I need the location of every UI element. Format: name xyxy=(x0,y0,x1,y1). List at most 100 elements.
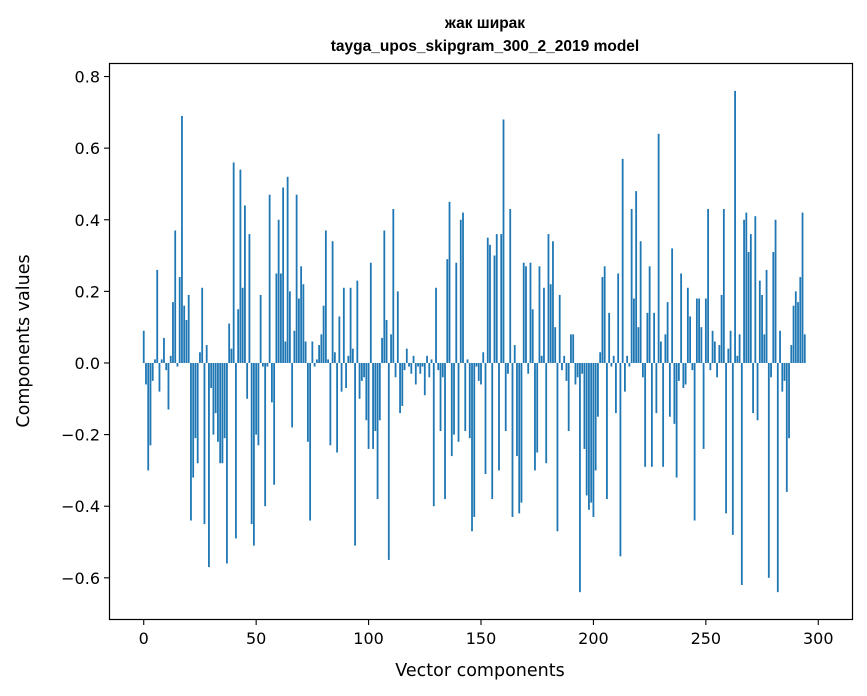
x-tick-label: 150 xyxy=(466,629,497,648)
bar-component-131 xyxy=(437,362,440,371)
bar-component-78 xyxy=(318,345,321,363)
bar-component-73 xyxy=(306,362,309,442)
bar-component-165 xyxy=(513,345,516,363)
bar-component-272 xyxy=(754,216,757,363)
bar-component-219 xyxy=(635,191,638,363)
bar-component-167 xyxy=(518,362,521,514)
bar-component-46 xyxy=(246,362,249,399)
bar-component-41 xyxy=(235,362,237,539)
bar-component-185 xyxy=(558,294,561,363)
bar-component-138 xyxy=(453,362,455,435)
bar-component-3 xyxy=(149,362,152,446)
bar-component-57 xyxy=(270,362,273,403)
bar-component-259 xyxy=(725,362,727,514)
bar-component-156 xyxy=(493,255,496,363)
bar-component-90 xyxy=(345,362,347,389)
bar-component-169 xyxy=(522,262,525,363)
bar-component-2 xyxy=(147,362,150,471)
bar-component-166 xyxy=(516,362,518,457)
bar-component-122 xyxy=(417,362,419,367)
bar-component-30 xyxy=(210,362,213,389)
bar-component-251 xyxy=(707,209,709,363)
y-tick-label: 0.0 xyxy=(75,354,100,373)
bar-component-187 xyxy=(563,355,566,363)
bar-component-43 xyxy=(239,169,242,363)
bar-component-221 xyxy=(639,241,642,363)
bar-component-179 xyxy=(545,362,548,464)
bar-component-231 xyxy=(662,362,665,467)
bar-component-280 xyxy=(772,251,775,363)
bar-component-64 xyxy=(286,176,289,363)
bar-component-82 xyxy=(327,359,329,363)
y-tick-label: 0.6 xyxy=(75,139,100,158)
bar-component-65 xyxy=(288,291,291,363)
bar-component-291 xyxy=(797,302,799,363)
bar-component-18 xyxy=(183,305,186,363)
bar-component-132 xyxy=(439,362,442,432)
bar-component-246 xyxy=(695,298,698,363)
bar-component-92 xyxy=(349,287,352,363)
bar-component-48 xyxy=(250,362,253,525)
bar-component-110 xyxy=(390,334,392,363)
bar-component-282 xyxy=(776,362,779,593)
bar-component-200 xyxy=(592,362,595,517)
bar-component-109 xyxy=(387,362,390,560)
bar-component-10 xyxy=(165,362,168,371)
bar-component-281 xyxy=(774,219,777,363)
bar-component-20 xyxy=(187,294,190,363)
bar-component-126 xyxy=(426,355,428,363)
bar-component-70 xyxy=(300,266,303,363)
bar-component-266 xyxy=(740,362,743,585)
bar-component-234 xyxy=(668,362,671,417)
bar-component-40 xyxy=(232,162,235,363)
bar-component-290 xyxy=(794,291,797,363)
bar-component-127 xyxy=(428,362,431,378)
bar-component-182 xyxy=(552,241,554,363)
bar-component-75 xyxy=(311,341,314,363)
bar-component-143 xyxy=(464,362,467,432)
bar-component-238 xyxy=(677,362,680,381)
bar-component-47 xyxy=(248,234,251,363)
bar-component-71 xyxy=(302,284,305,363)
bar-component-208 xyxy=(610,362,613,367)
bar-component-139 xyxy=(455,262,458,363)
bar-component-273 xyxy=(756,362,759,421)
bar-component-197 xyxy=(585,362,588,496)
bar-component-175 xyxy=(536,362,539,453)
bar-component-120 xyxy=(412,355,415,363)
bar-component-100 xyxy=(367,362,370,449)
bar-component-9 xyxy=(163,337,165,363)
bar-component-14 xyxy=(174,230,177,363)
bar-component-107 xyxy=(383,230,386,363)
bar-component-264 xyxy=(736,355,739,363)
bar-component-32 xyxy=(214,362,217,414)
x-tick-label: 200 xyxy=(578,629,609,648)
bar-component-168 xyxy=(520,362,523,503)
bar-component-157 xyxy=(495,234,498,363)
bar-component-161 xyxy=(504,362,507,432)
bar-component-31 xyxy=(212,362,215,435)
bar-component-158 xyxy=(498,362,500,471)
bar-component-13 xyxy=(172,302,174,363)
bar-component-230 xyxy=(659,341,662,363)
bar-component-202 xyxy=(597,362,599,417)
bar-component-6 xyxy=(156,269,159,363)
bar-component-285 xyxy=(783,362,786,381)
bar-component-33 xyxy=(217,362,219,442)
bar-component-204 xyxy=(601,277,604,363)
bar-component-123 xyxy=(419,362,422,374)
bar-component-88 xyxy=(340,362,343,392)
bar-component-252 xyxy=(709,362,712,371)
bar-component-95 xyxy=(356,280,359,363)
bar-component-121 xyxy=(414,362,417,385)
plot-frame xyxy=(108,62,854,621)
bar-component-216 xyxy=(628,362,631,367)
bar-component-44 xyxy=(241,287,244,363)
bar-component-128 xyxy=(430,359,433,363)
bar-component-74 xyxy=(309,362,312,521)
bar-component-135 xyxy=(446,259,449,363)
bar-component-17 xyxy=(181,115,183,363)
bar-component-275 xyxy=(761,294,763,363)
bar-component-217 xyxy=(630,209,633,363)
bar-component-54 xyxy=(264,362,267,507)
